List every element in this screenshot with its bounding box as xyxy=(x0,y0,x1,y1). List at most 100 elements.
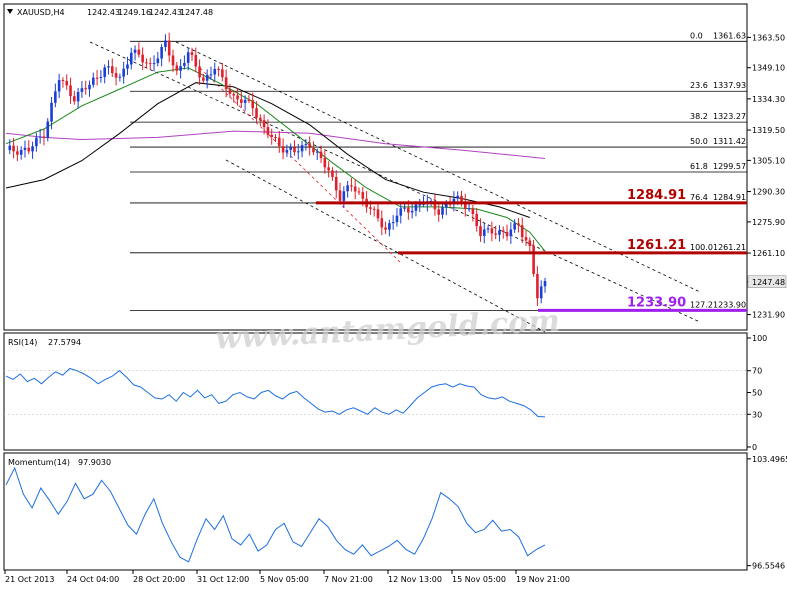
fib-ratio-label: 127.2 xyxy=(690,300,713,309)
candle-body xyxy=(467,208,471,210)
candle-body xyxy=(50,102,53,122)
candle-body xyxy=(110,66,114,74)
candle-body xyxy=(281,146,285,153)
candle-body xyxy=(65,80,69,86)
ma-slow-line xyxy=(5,82,530,218)
fib-trend-line xyxy=(199,67,401,263)
candle-body xyxy=(346,185,349,192)
candle-body xyxy=(323,157,327,168)
candle-body xyxy=(342,191,346,201)
candle-body xyxy=(194,54,198,67)
candle-body xyxy=(228,89,232,94)
candle-body xyxy=(501,230,505,232)
candle-body xyxy=(498,230,501,235)
rsi-value: 27.5794 xyxy=(48,338,81,347)
candle-body xyxy=(399,208,403,216)
candle-body xyxy=(171,55,175,66)
candle-body xyxy=(304,144,308,146)
price-tick-label: 1363.50 xyxy=(752,33,785,42)
candle-body xyxy=(410,210,414,213)
candle-body xyxy=(202,77,205,81)
candle-body xyxy=(255,108,258,118)
candle-body xyxy=(156,58,160,64)
candle-body xyxy=(543,281,547,287)
candle-body xyxy=(247,99,251,101)
fib-price-label: 1311.42 xyxy=(713,137,746,146)
candle-body xyxy=(331,170,334,177)
price-tick-label: 1261.10 xyxy=(752,249,785,258)
fib-price-label: 1284.91 xyxy=(713,193,746,202)
candle-body xyxy=(190,52,194,55)
candle-body xyxy=(391,222,395,224)
candle-body xyxy=(494,233,497,235)
candle-body xyxy=(164,40,167,47)
candle-body xyxy=(205,74,209,81)
time-tick-label: 21 Oct 2013 xyxy=(5,575,54,584)
fib-price-label: 1261.21 xyxy=(713,243,746,252)
momentum-value: 97.9030 xyxy=(78,458,111,467)
candle-body xyxy=(259,117,262,121)
fib-ratio-label: 0.0 xyxy=(690,31,703,40)
osc-tick-label: 50 xyxy=(752,389,762,398)
candle-body xyxy=(232,93,236,96)
candle-body xyxy=(539,286,543,299)
candle-body xyxy=(240,99,243,103)
time-tick-label: 31 Oct 12:00 xyxy=(197,575,249,584)
time-tick-label: 15 Nov 05:00 xyxy=(452,575,506,584)
candle-body xyxy=(361,192,365,199)
momentum-line xyxy=(5,466,546,563)
fib-price-label: 1361.63 xyxy=(713,31,746,40)
candle-body xyxy=(27,147,31,152)
candle-body xyxy=(536,273,539,299)
candle-body xyxy=(513,223,516,230)
osc-tick-label: 70 xyxy=(752,367,762,376)
candle-body xyxy=(224,77,228,90)
candle-body xyxy=(388,223,391,230)
candle-body xyxy=(475,213,478,227)
candle-body xyxy=(296,151,300,153)
candle-body xyxy=(236,95,239,100)
high-value: 1249.16 xyxy=(118,8,151,17)
candle-body xyxy=(285,149,289,153)
key-levels: 1284.91 1261.21 1233.90 xyxy=(316,188,747,312)
candle-body xyxy=(456,195,459,199)
candle-body xyxy=(54,91,57,103)
trend-channel xyxy=(89,41,701,333)
candle-body xyxy=(160,46,163,59)
osc-tick-label: 30 xyxy=(752,410,762,419)
key-level-label: 1284.91 xyxy=(627,188,686,203)
momentum-panel xyxy=(3,452,748,571)
channel-line xyxy=(175,41,701,293)
candle-body xyxy=(395,215,399,223)
candle-body xyxy=(338,190,342,201)
candle-body xyxy=(524,237,528,241)
time-tick-label: 5 Nov 05:00 xyxy=(260,575,309,584)
candles xyxy=(8,32,547,306)
candle-body xyxy=(293,147,296,153)
candle-body xyxy=(350,185,353,187)
candle-body xyxy=(251,100,255,109)
candle-body xyxy=(107,66,110,68)
candle-body xyxy=(42,136,46,138)
fib-price-label: 1323.27 xyxy=(713,112,746,121)
collapse-triangle-icon[interactable] xyxy=(7,9,13,14)
candle-body xyxy=(357,191,361,193)
candle-body xyxy=(380,218,384,228)
candle-body xyxy=(114,73,118,78)
osc-tick-label: 0 xyxy=(752,443,757,452)
ma-long-line xyxy=(5,130,546,159)
candle-body xyxy=(243,99,247,103)
fib-price-label: 1337.93 xyxy=(713,81,746,90)
candle-body xyxy=(99,76,103,78)
time-tick-label: 7 Nov 21:00 xyxy=(324,575,373,584)
candle-body xyxy=(327,167,330,171)
candle-body xyxy=(213,68,217,75)
candle-body xyxy=(353,186,357,192)
fib-ratio-label: 38.2 xyxy=(690,112,708,121)
price-tick-label: 1290.30 xyxy=(752,188,785,197)
candle-body xyxy=(141,54,144,63)
open-value: 1242.43 xyxy=(87,8,120,17)
candle-body xyxy=(137,49,141,55)
time-axis: 21 Oct 2013 24 Oct 04:00 28 Oct 20:00 31 Oc… xyxy=(4,570,570,584)
candle-body xyxy=(266,127,270,135)
